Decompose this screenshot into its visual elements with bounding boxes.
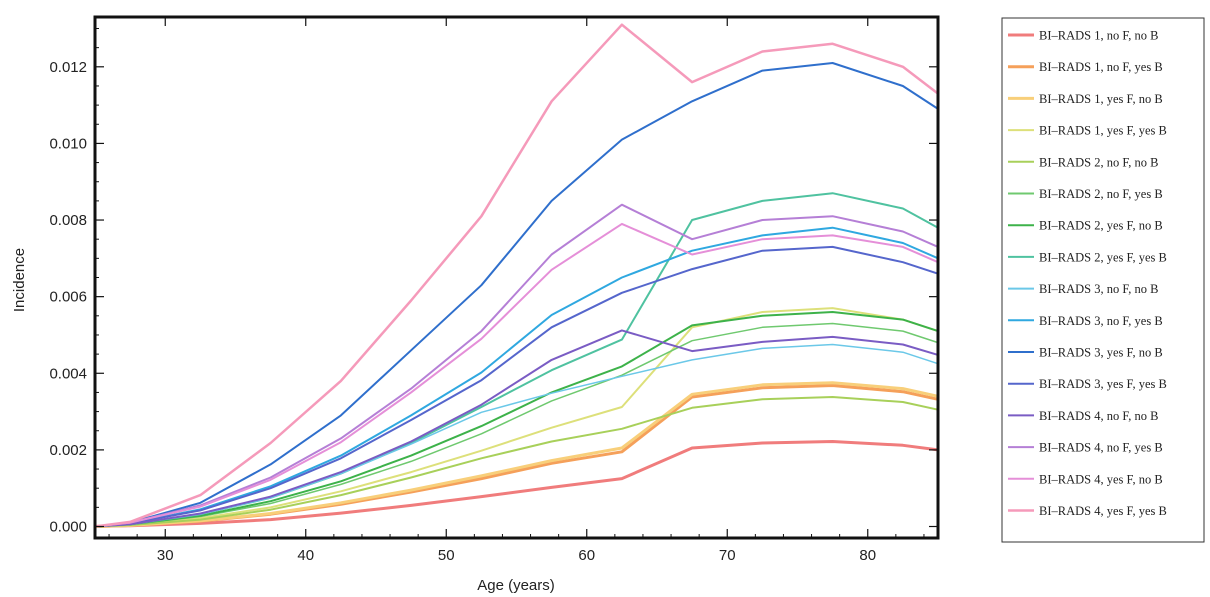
series-line-7 [94,311,939,528]
y-axis-label: Incidence [11,248,28,312]
legend-label: BI–RADS 4, yes F, yes B [1039,504,1167,518]
y-tick-label: 0.000 [49,519,87,536]
series-line-16 [93,23,940,528]
series-line-15 [94,222,939,528]
legend-item: BI–RADS 4, no F, yes B [1008,441,1163,455]
series-line-3 [93,381,940,528]
legend-label: BI–RADS 2, no F, yes B [1039,187,1163,201]
x-axis-ticks: 30 40 50 60 70 80 [108,17,925,564]
x-tick-label: 30 [157,547,174,564]
x-tick-label: 50 [438,547,455,564]
x-axis-label: Age (years) [477,577,555,594]
y-axis-ticks: 0.000 0.002 0.004 0.006 0.008 0.010 0.012 [49,27,938,536]
series-line-14 [94,203,939,528]
legend-item: BI–RADS 1, yes F, yes B [1008,124,1167,138]
legend-item: BI–RADS 1, no F, no B [1008,29,1159,43]
legend-label: BI–RADS 1, yes F, yes B [1039,124,1167,138]
legend-items: BI–RADS 1, no F, no B BI–RADS 1, no F, ye… [1008,29,1167,518]
legend-label: BI–RADS 2, yes F, no B [1039,219,1163,233]
legend-item: BI–RADS 1, no F, yes B [1008,60,1163,74]
legend-item: BI–RADS 2, no F, yes B [1008,187,1163,201]
y-tick-label: 0.002 [49,442,87,459]
series-line-10 [94,226,939,528]
x-tick-label: 80 [859,547,876,564]
series-line-1 [93,440,940,528]
legend-label: BI–RADS 1, yes F, no B [1039,92,1163,106]
legend-label: BI–RADS 1, no F, yes B [1039,60,1163,74]
legend-item: BI–RADS 2, no F, no B [1008,155,1159,169]
y-tick-label: 0.010 [49,135,87,152]
legend-item: BI–RADS 2, yes F, no B [1008,219,1163,233]
y-tick-label: 0.008 [49,212,87,229]
series-line-11 [94,62,939,528]
legend-item: BI–RADS 4, yes F, no B [1008,472,1163,486]
legend-label: BI–RADS 4, yes F, no B [1039,472,1163,486]
legend-item: BI–RADS 3, yes F, yes B [1008,377,1167,391]
legend-item: BI–RADS 3, no F, no B [1008,282,1159,296]
legend-label: BI–RADS 3, no F, yes B [1039,314,1163,328]
series-line-13 [94,329,939,528]
series-layer [93,23,940,528]
legend-label: BI–RADS 3, yes F, yes B [1039,377,1167,391]
legend-label: BI–RADS 2, no F, no B [1039,155,1159,169]
legend: BI–RADS 1, no F, no B BI–RADS 1, no F, ye… [1001,17,1205,543]
legend-label: BI–RADS 4, no F, no B [1039,409,1159,423]
legend-item: BI–RADS 3, no F, yes B [1008,314,1163,328]
y-tick-label: 0.006 [49,289,87,306]
x-tick-label: 70 [719,547,736,564]
legend-label: BI–RADS 3, yes F, no B [1039,346,1163,360]
plot-background [95,17,938,538]
y-tick-label: 0.012 [49,59,87,76]
legend-label: BI–RADS 2, yes F, yes B [1039,250,1167,264]
series-line-5 [94,396,939,528]
x-tick-label: 60 [578,547,595,564]
y-tick-label: 0.004 [49,365,87,382]
x-tick-label: 40 [297,547,314,564]
plot-area: 30 40 50 60 70 80 0.0000.0020.0040.0060.0080.… [49,15,940,564]
series-line-12 [94,245,939,528]
legend-box [1001,17,1205,543]
legend-item: BI–RADS 4, yes F, yes B [1008,504,1167,518]
legend-label: BI–RADS 3, no F, no B [1039,282,1159,296]
legend-item: BI–RADS 2, yes F, yes B [1008,250,1167,264]
legend-label: BI–RADS 1, no F, no B [1039,29,1159,43]
series-line-4 [94,307,939,528]
legend-label: BI–RADS 4, no F, yes B [1039,441,1163,455]
legend-item: BI–RADS 1, yes F, no B [1008,92,1163,106]
legend-item: BI–RADS 3, yes F, no B [1008,346,1163,360]
legend-item: BI–RADS 4, no F, no B [1008,409,1159,423]
